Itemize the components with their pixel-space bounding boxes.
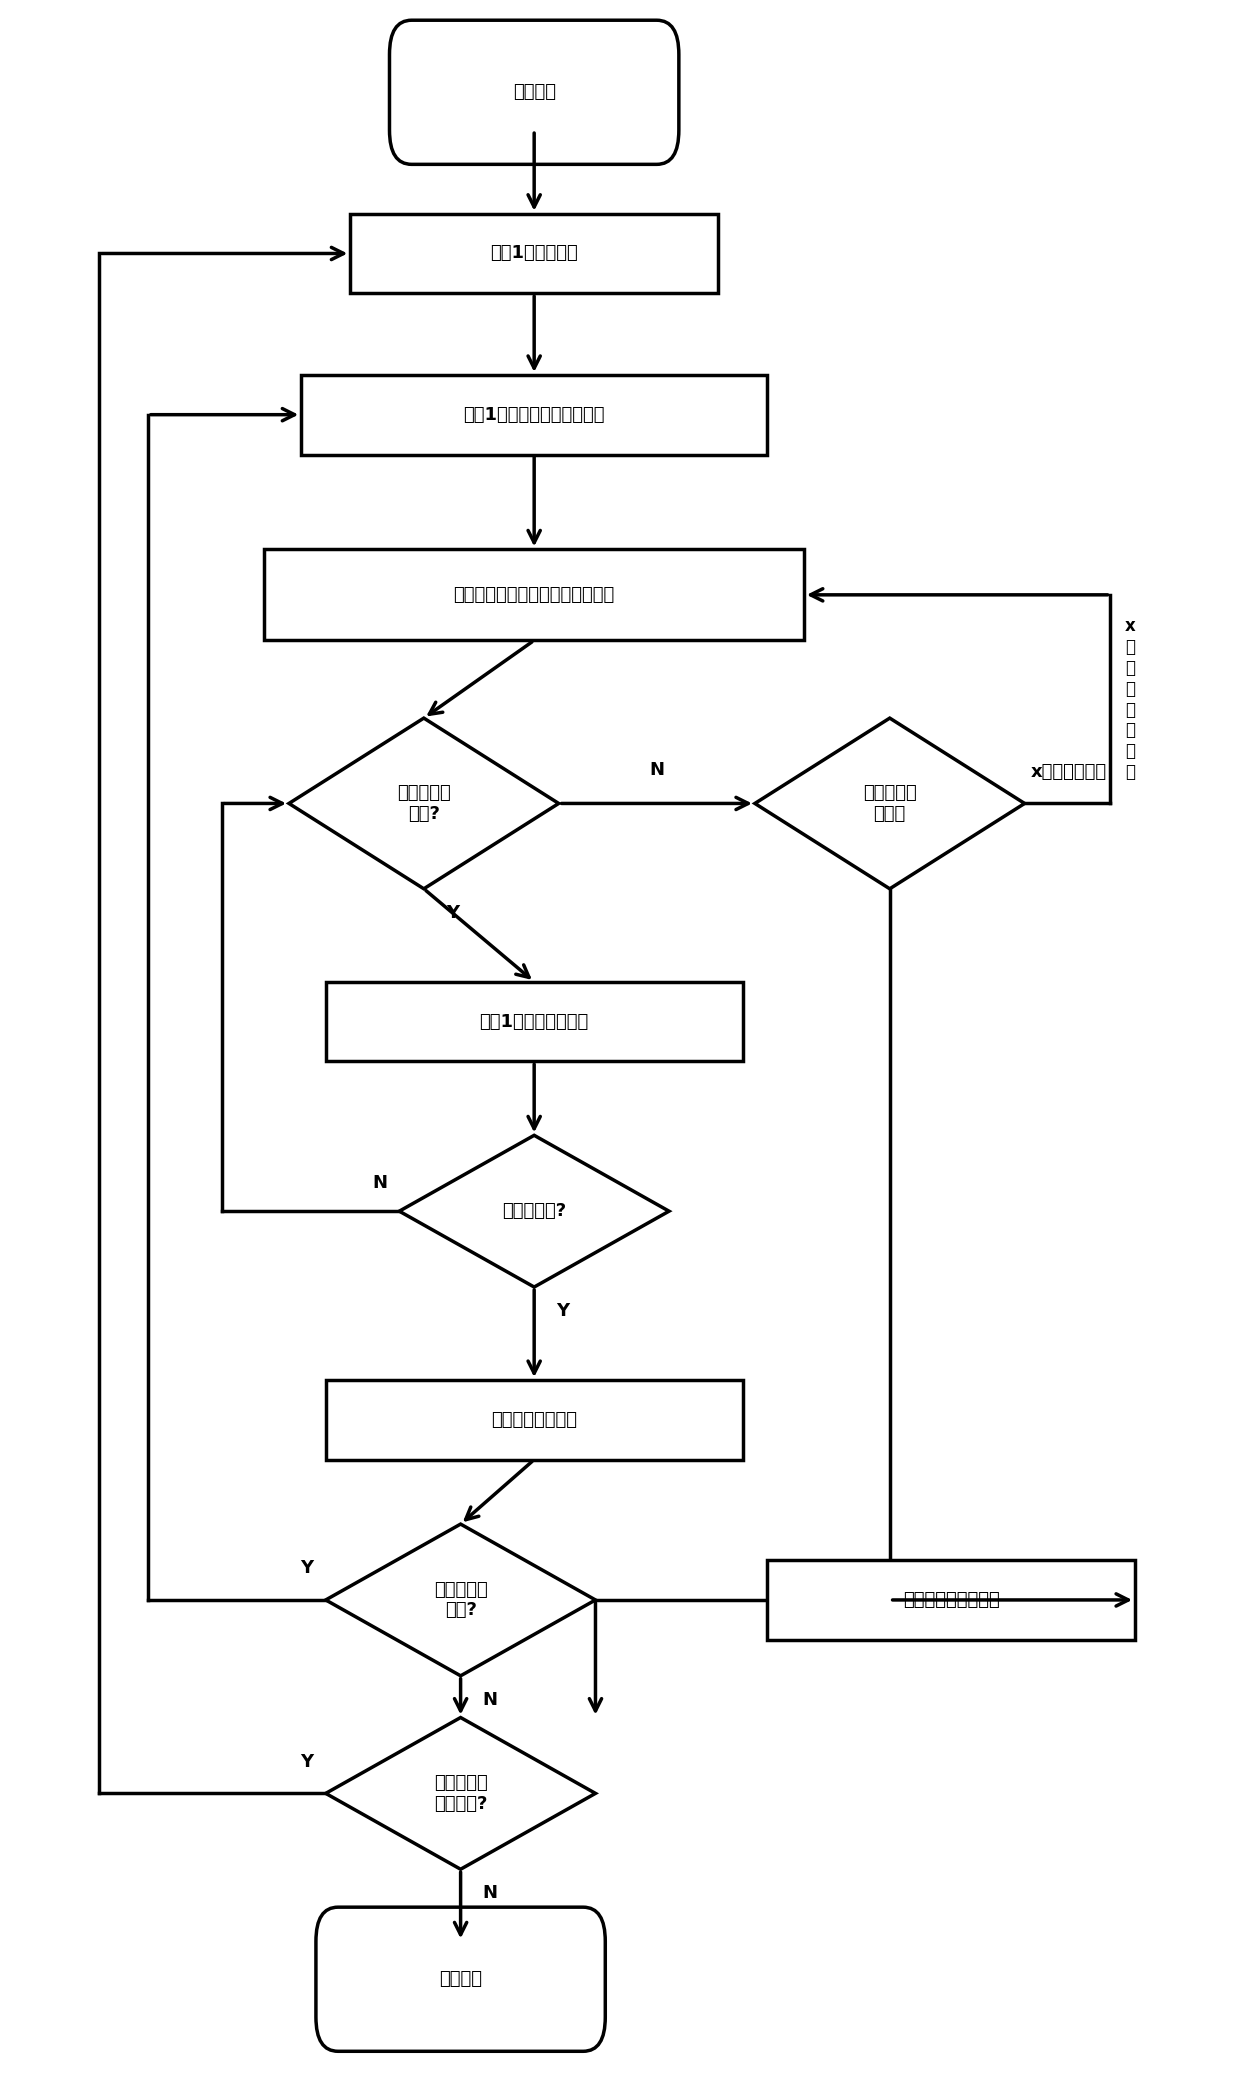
- Polygon shape: [289, 718, 559, 889]
- Bar: [350, 214, 718, 293]
- Bar: [326, 1380, 743, 1459]
- Text: 有未布线的
待测器件?: 有未布线的 待测器件?: [434, 1773, 487, 1813]
- Text: 该待测器件布线失败: 该待测器件布线失败: [903, 1592, 999, 1609]
- Text: 选择1个可布线的矩形: 选择1个可布线的矩形: [480, 1013, 589, 1030]
- Text: 完成布线: 完成布线: [439, 1971, 482, 1987]
- Bar: [326, 982, 743, 1061]
- Text: 进行矩形分
割判断: 进行矩形分 割判断: [863, 785, 916, 822]
- Text: x
不
小
于
次
数
阈
值: x 不 小 于 次 数 阈 值: [1125, 618, 1136, 780]
- Text: 有布线路径?: 有布线路径?: [502, 1203, 567, 1219]
- Text: Y: Y: [300, 1559, 314, 1577]
- Text: Y: Y: [446, 903, 459, 922]
- Text: Y: Y: [557, 1303, 569, 1319]
- Text: N: N: [482, 1692, 497, 1709]
- Text: N: N: [650, 762, 665, 778]
- FancyBboxPatch shape: [389, 21, 678, 164]
- Text: x小于次数阈值: x小于次数阈值: [1030, 764, 1107, 780]
- Text: 对该引脚进行布线: 对该引脚进行布线: [491, 1411, 577, 1430]
- Bar: [301, 375, 768, 454]
- Text: 选择1个未经布线处理的引脚: 选择1个未经布线处理的引脚: [464, 406, 605, 425]
- Polygon shape: [755, 718, 1024, 889]
- Polygon shape: [326, 1717, 595, 1869]
- Text: 开始布线: 开始布线: [512, 83, 556, 102]
- Text: N: N: [482, 1885, 497, 1902]
- Text: 有可布线的
矩形?: 有可布线的 矩形?: [397, 785, 450, 822]
- Text: 选择1个待测器件: 选择1个待测器件: [490, 243, 578, 262]
- Bar: [768, 1561, 1135, 1640]
- Bar: [264, 549, 804, 641]
- Text: N: N: [372, 1174, 387, 1192]
- Polygon shape: [326, 1523, 595, 1675]
- Text: 对引脚的金属多边形进行矩形分割: 对引脚的金属多边形进行矩形分割: [454, 587, 615, 603]
- FancyBboxPatch shape: [316, 1906, 605, 2052]
- Text: Y: Y: [300, 1752, 314, 1771]
- Polygon shape: [399, 1136, 670, 1286]
- Text: 有未布线的
引脚?: 有未布线的 引脚?: [434, 1582, 487, 1619]
